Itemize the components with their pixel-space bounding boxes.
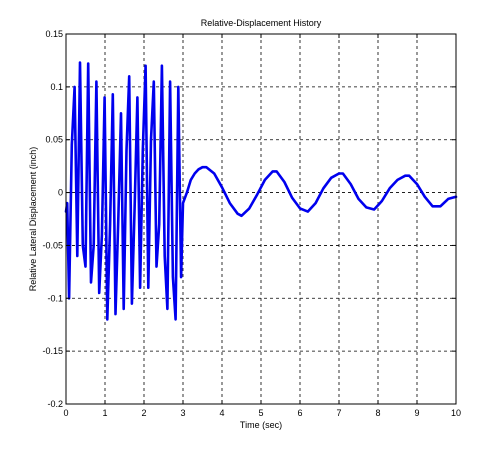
x-tick-label: 6: [297, 408, 302, 418]
x-tick-label: 4: [219, 408, 224, 418]
x-tick-label: 9: [414, 408, 419, 418]
grid-lines: [66, 34, 456, 404]
x-tick-label: 0: [63, 408, 68, 418]
x-tick-label: 1: [102, 408, 107, 418]
y-axis-label: Relative Lateral Displacement (inch): [28, 147, 38, 292]
x-tick-label: 8: [375, 408, 380, 418]
y-tick-label: 0: [58, 188, 63, 198]
y-tick-label: -0.05: [42, 240, 63, 250]
tick-marks: [65, 33, 457, 405]
x-tick-label: 2: [141, 408, 146, 418]
x-tick-labels: 0 1 2 3 4 5 6 7 8 9 10: [63, 408, 461, 418]
series-line-1: [64, 61, 458, 321]
x-tick-label: 5: [258, 408, 263, 418]
x-tick-label: 7: [336, 408, 341, 418]
x-axis-label: Time (sec): [240, 420, 282, 430]
y-tick-label: -0.1: [47, 293, 63, 303]
y-tick-label: 0.15: [45, 29, 63, 39]
series-layer: [64, 61, 458, 321]
chart-title: Relative-Displacement History: [201, 18, 322, 28]
y-tick-label: -0.15: [42, 346, 63, 356]
x-tick-label: 3: [180, 408, 185, 418]
y-tick-labels: -0.2 -0.15 -0.1 -0.05 0 0.05 0.1 0.15: [42, 29, 63, 409]
x-tick-label: 10: [451, 408, 461, 418]
y-tick-label: 0.1: [50, 82, 63, 92]
y-tick-label: 0.05: [45, 135, 63, 145]
y-tick-label: -0.2: [47, 399, 63, 409]
